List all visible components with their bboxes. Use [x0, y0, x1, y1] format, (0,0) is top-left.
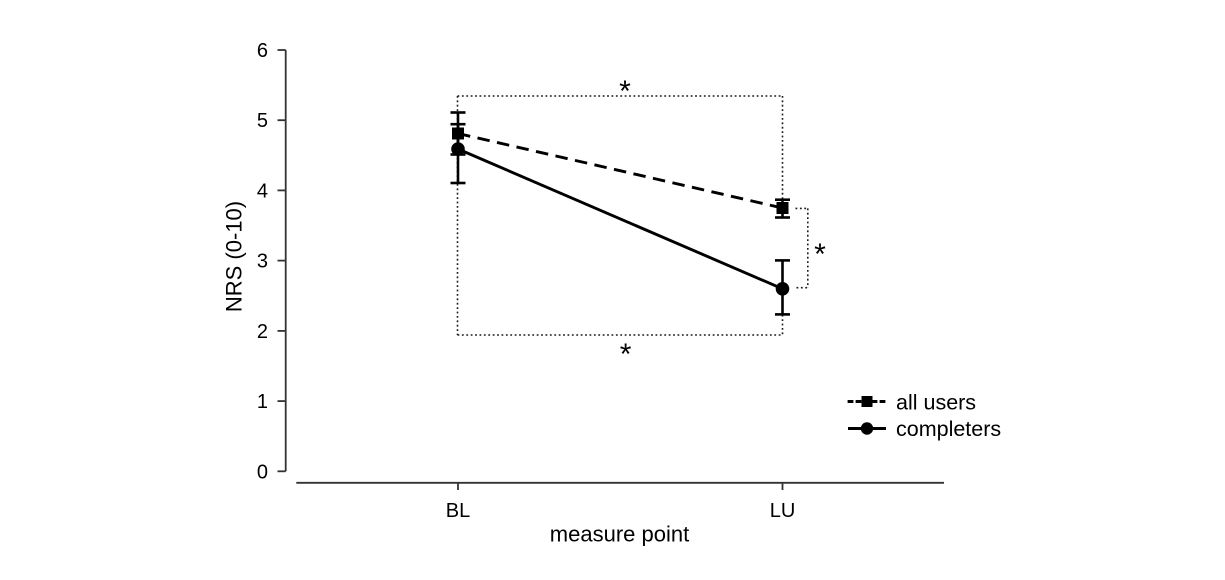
svg-text:*: * [619, 75, 631, 108]
svg-text:all users: all users [896, 390, 976, 414]
svg-text:5: 5 [257, 110, 268, 132]
svg-text:*: * [620, 338, 632, 371]
svg-text:*: * [814, 238, 826, 271]
svg-text:1: 1 [257, 391, 268, 413]
svg-text:2: 2 [257, 321, 268, 343]
svg-text:6: 6 [257, 40, 268, 62]
svg-text:NRS (0-10): NRS (0-10) [222, 201, 247, 312]
svg-text:LU: LU [770, 500, 796, 522]
svg-text:3: 3 [257, 251, 268, 273]
svg-text:4: 4 [257, 180, 268, 202]
svg-text:BL: BL [446, 500, 470, 522]
svg-text:0: 0 [257, 461, 268, 483]
svg-text:completers: completers [896, 417, 1001, 441]
svg-text:measure point: measure point [550, 522, 689, 547]
